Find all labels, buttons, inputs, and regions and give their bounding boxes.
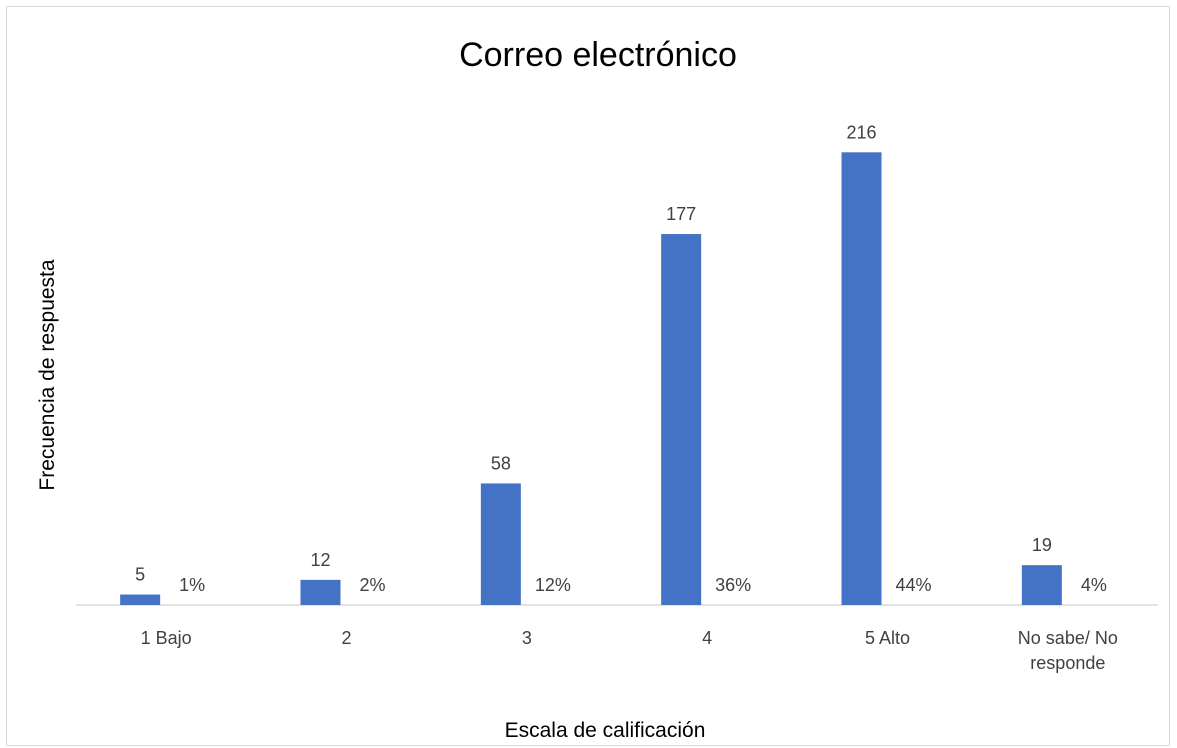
data-label-percent: 2% [359,575,385,595]
data-label-percent: 44% [895,575,931,595]
x-tick-label: 5 Alto [865,628,910,648]
bar-frequency [300,579,341,605]
data-label-percent: 4% [1081,575,1107,595]
chart-frame [6,6,1170,746]
bar-frequency [661,234,702,605]
x-axis-title: Escala de calificación [505,719,706,742]
x-tick-label: 3 [522,628,532,648]
data-label-percent: 36% [715,575,751,595]
data-label-percent: 12% [535,575,571,595]
bar-frequency [841,152,882,606]
bar-frequency [120,594,161,605]
data-label-frequency: 216 [846,122,876,142]
data-label-frequency: 19 [1032,535,1052,555]
bar-frequency [480,483,521,605]
x-tick-label: 1 Bajo [141,628,192,648]
data-label-frequency: 177 [666,204,696,224]
data-label-percent: 1% [179,575,205,595]
bar-frequency [1021,565,1062,605]
x-tick-label: No sabe/ No responde [1018,628,1118,673]
y-axis-title: Frecuencia de respuesta [36,259,59,490]
plot-area: 5 1% 1 Bajo 12 2% 2 58 12% 3 177 36% 4 216 44% 5 Alto 1… [76,122,1158,673]
data-label-frequency: 5 [135,565,145,585]
x-tick-label: 4 [702,628,712,648]
chart-title: Correo electrónico [459,36,737,74]
data-label-frequency: 12 [310,550,330,570]
data-label-frequency: 58 [491,453,511,473]
x-tick-label: 2 [341,628,351,648]
